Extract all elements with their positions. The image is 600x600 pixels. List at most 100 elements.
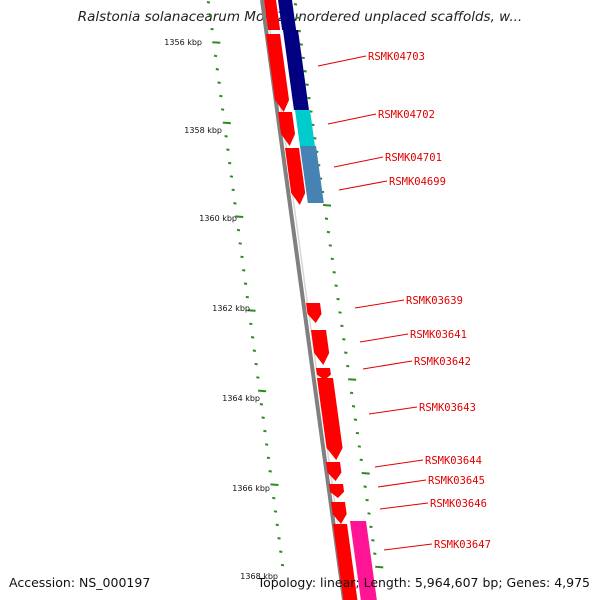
gene-arrow[interactable] xyxy=(311,330,330,365)
scale-tick xyxy=(371,539,375,542)
gene-label[interactable]: RSMK03641 xyxy=(410,329,467,341)
scale-tick-major xyxy=(361,472,370,475)
scale-tick xyxy=(363,485,367,488)
scale-tick xyxy=(277,537,281,540)
scale-tick xyxy=(330,257,334,261)
scale-tick xyxy=(219,94,223,98)
gene-label[interactable]: RSMK04702 xyxy=(378,109,435,121)
scale-tick xyxy=(373,552,377,555)
gene-arrow[interactable] xyxy=(326,462,342,481)
scale-tick xyxy=(252,349,257,352)
scale-tick xyxy=(210,27,214,31)
scale-tick-major xyxy=(258,389,267,393)
gene-block-reverse[interactable] xyxy=(283,30,309,110)
scale-tick-major xyxy=(375,565,384,569)
gene-arrow[interactable] xyxy=(278,112,296,146)
gene-arrow[interactable] xyxy=(329,484,345,498)
scale-tick xyxy=(220,108,225,111)
scale-tick xyxy=(226,148,230,151)
scale-tick xyxy=(280,563,285,567)
gene-arrow[interactable] xyxy=(316,368,331,380)
scale-tick xyxy=(263,429,267,433)
scale-tick xyxy=(338,311,342,314)
scale-tick xyxy=(213,54,218,58)
gene-label[interactable]: RSMK04701 xyxy=(385,152,442,164)
gene-label[interactable]: RSMK03642 xyxy=(414,356,471,368)
gene-arrow[interactable] xyxy=(333,524,358,600)
scale-tick xyxy=(242,269,246,272)
scale-label: 1360 kbp xyxy=(199,214,237,223)
scale-tick xyxy=(359,458,363,462)
scale-label: 1368 kbp xyxy=(240,572,278,581)
scale-tick xyxy=(227,161,232,165)
scale-tick xyxy=(264,443,269,446)
scale-tick xyxy=(217,81,221,84)
gene-leader-line xyxy=(327,113,377,125)
accession-label: Accession: NS_000197 xyxy=(9,575,151,590)
scale-tick xyxy=(236,228,241,232)
gene-label[interactable]: RSMK03645 xyxy=(428,475,485,487)
map-title: Ralstonia solanacearum MolK2 unordered u… xyxy=(77,9,523,25)
scale-tick xyxy=(334,284,338,287)
gene-block-reverse[interactable] xyxy=(278,0,297,30)
gene-block-reverse[interactable] xyxy=(295,110,315,146)
scale-tick xyxy=(357,445,362,448)
scale-tick xyxy=(238,242,242,245)
scale-tick xyxy=(268,470,272,473)
gene-leader-line xyxy=(368,406,418,415)
scale-tick xyxy=(233,202,237,205)
scale-tick xyxy=(272,496,276,500)
scale-tick xyxy=(249,322,253,326)
scale-tick xyxy=(224,135,228,138)
scale-tick xyxy=(273,510,278,513)
scale-tick xyxy=(332,271,336,274)
scale-tick xyxy=(293,3,298,6)
scale-tick xyxy=(365,498,369,502)
gene-arrow[interactable] xyxy=(264,0,281,30)
gene-leader-line xyxy=(359,333,409,343)
scale-tick xyxy=(305,83,309,86)
gene-arrow[interactable] xyxy=(331,502,347,524)
scale-tick xyxy=(355,431,360,435)
gene-label[interactable]: RSMK03644 xyxy=(425,455,482,467)
gene-arrow[interactable] xyxy=(285,148,306,205)
gene-arrow[interactable] xyxy=(306,303,322,323)
gene-label[interactable]: RSMK03643 xyxy=(419,402,476,414)
gene-arrow[interactable] xyxy=(266,34,290,112)
scale-tick xyxy=(295,16,300,19)
scale-tick xyxy=(229,175,234,178)
gene-label[interactable]: RSMK04703 xyxy=(368,51,425,63)
gene-leader-line xyxy=(377,479,427,488)
scale-tick xyxy=(351,405,356,408)
gene-block-reverse[interactable] xyxy=(350,521,377,600)
gene-label[interactable]: RSMK03639 xyxy=(406,295,463,307)
scale-tick xyxy=(297,29,302,33)
scale-tick xyxy=(275,523,279,527)
scale-tick xyxy=(326,230,331,234)
gene-leader-line xyxy=(338,180,388,191)
gene-arrow[interactable] xyxy=(317,378,343,460)
gene-leader-lines xyxy=(317,55,433,551)
scale-tick-major xyxy=(322,204,332,207)
gene-label[interactable]: RSMK04699 xyxy=(389,176,446,188)
gene-label[interactable]: RSMK03646 xyxy=(430,498,487,510)
scale-tick xyxy=(245,295,249,299)
gene-label[interactable]: RSMK03647 xyxy=(434,539,491,551)
scale-tick xyxy=(342,338,346,341)
scale-label: 1364 kbp xyxy=(222,394,260,403)
gene-leader-line xyxy=(379,502,429,510)
scale-tick xyxy=(250,336,255,339)
topology-summary: Topology: linear; Length: 5,964,607 bp; … xyxy=(257,575,590,590)
gene-block-reverse[interactable] xyxy=(300,146,324,203)
scale-tick xyxy=(303,70,307,73)
scale-tick xyxy=(266,456,271,460)
gene-leader-line xyxy=(333,156,384,168)
scale-tick xyxy=(340,324,344,328)
scale-label: 1358 kbp xyxy=(184,126,222,135)
scale-tick xyxy=(346,364,350,368)
scale-label: 1356 kbp xyxy=(164,38,202,47)
scale-tick xyxy=(344,351,348,354)
scale-labels: 1356 kbp 1358 kbp 1360 kbp 1362 kbp 1364 kbp… xyxy=(164,38,278,581)
scale-tick xyxy=(279,550,283,553)
